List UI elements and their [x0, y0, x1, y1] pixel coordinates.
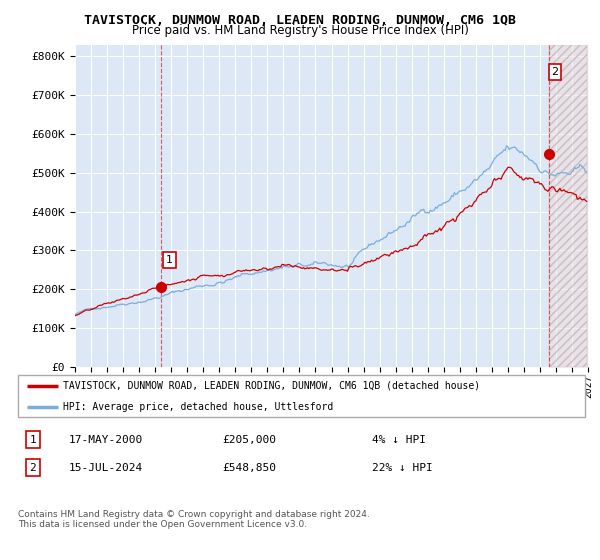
- Text: 1: 1: [166, 255, 173, 265]
- Text: £205,000: £205,000: [222, 435, 276, 445]
- Text: 22% ↓ HPI: 22% ↓ HPI: [372, 463, 433, 473]
- Text: TAVISTOCK, DUNMOW ROAD, LEADEN RODING, DUNMOW, CM6 1QB: TAVISTOCK, DUNMOW ROAD, LEADEN RODING, D…: [84, 14, 516, 27]
- Text: Price paid vs. HM Land Registry's House Price Index (HPI): Price paid vs. HM Land Registry's House …: [131, 24, 469, 37]
- Text: £548,850: £548,850: [222, 463, 276, 473]
- Text: 15-JUL-2024: 15-JUL-2024: [69, 463, 143, 473]
- Text: Contains HM Land Registry data © Crown copyright and database right 2024.
This d: Contains HM Land Registry data © Crown c…: [18, 510, 370, 529]
- Text: 1: 1: [29, 435, 37, 445]
- Text: 17-MAY-2000: 17-MAY-2000: [69, 435, 143, 445]
- Text: 2: 2: [551, 67, 559, 77]
- Text: HPI: Average price, detached house, Uttlesford: HPI: Average price, detached house, Uttl…: [64, 402, 334, 412]
- Text: TAVISTOCK, DUNMOW ROAD, LEADEN RODING, DUNMOW, CM6 1QB (detached house): TAVISTOCK, DUNMOW ROAD, LEADEN RODING, D…: [64, 381, 481, 391]
- Text: 4% ↓ HPI: 4% ↓ HPI: [372, 435, 426, 445]
- Text: 2: 2: [29, 463, 37, 473]
